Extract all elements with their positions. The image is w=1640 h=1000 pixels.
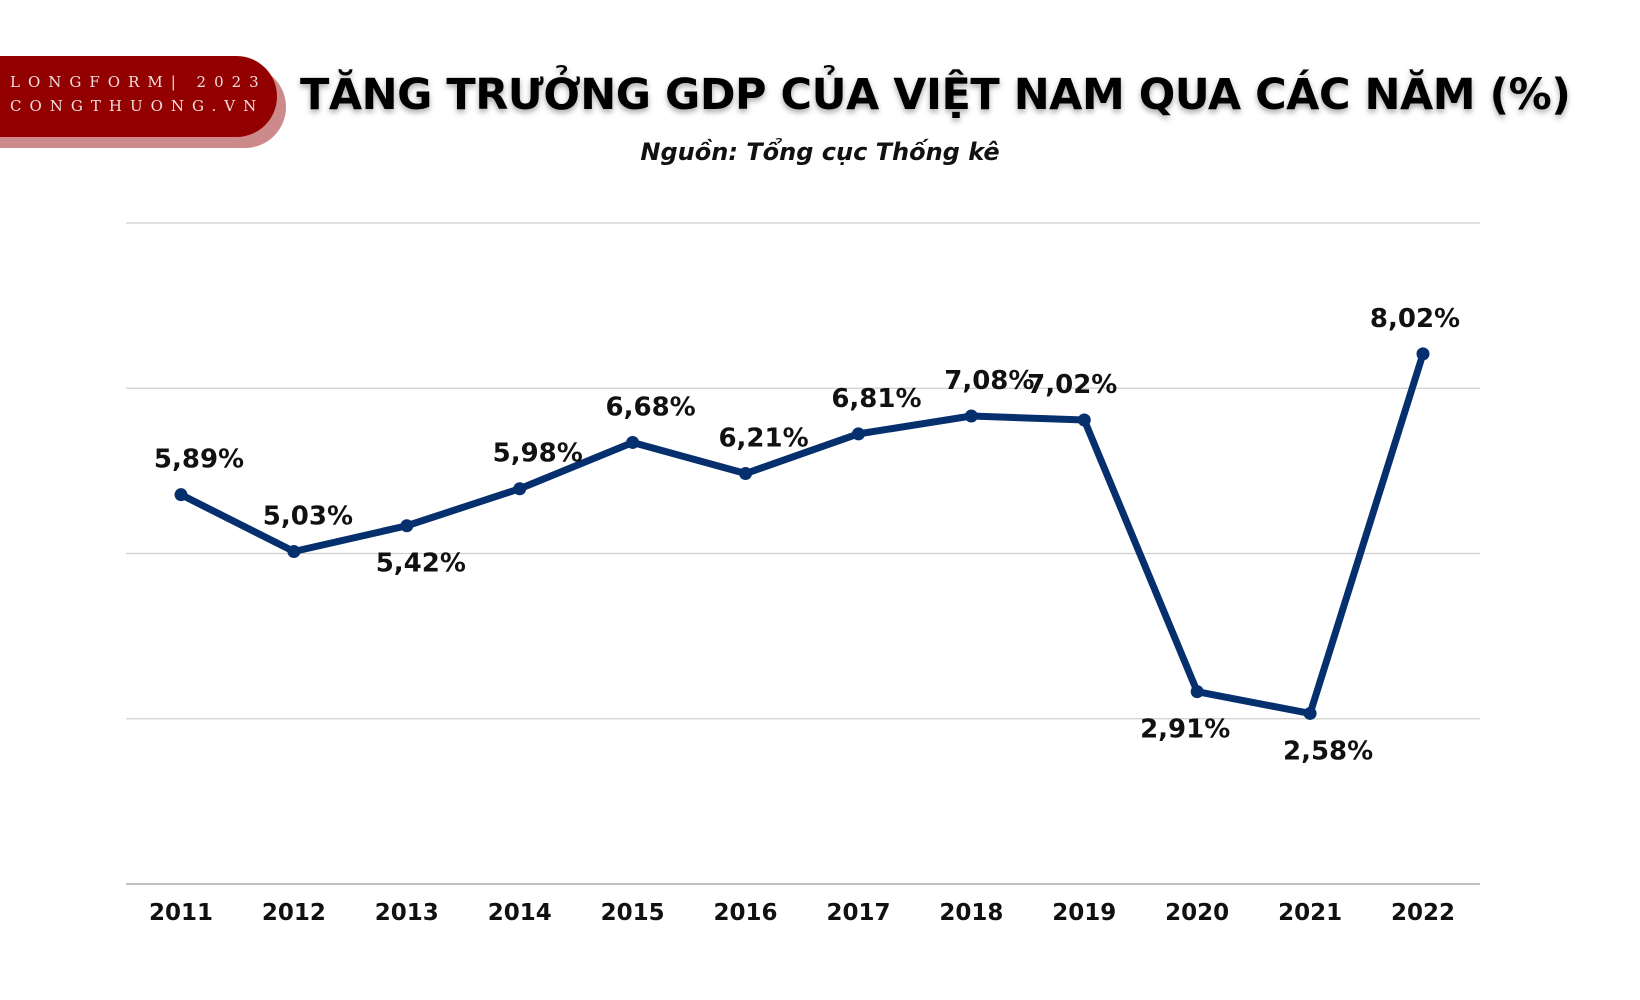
data-point	[851, 427, 865, 441]
data-point	[1077, 413, 1091, 427]
x-tick-label: 2015	[601, 900, 665, 926]
data-label: 5,89%	[154, 445, 244, 475]
x-tick-label: 2017	[826, 900, 890, 926]
data-label: 7,08%	[944, 366, 1034, 396]
series-line	[177, 350, 1427, 717]
data-point	[1190, 685, 1204, 699]
x-tick-label: 2021	[1278, 900, 1342, 926]
logo-line2: CONGTHUONG.VN	[10, 97, 265, 115]
data-point	[739, 467, 753, 481]
data-label: 2,58%	[1283, 736, 1373, 766]
data-label: 7,02%	[1027, 370, 1117, 400]
x-tick-label: 2020	[1165, 900, 1229, 926]
data-label: 6,68%	[606, 392, 696, 422]
data-label: 6,21%	[718, 424, 808, 454]
logo-badge: LONGFORM| 2023 CONGTHUONG.VN	[0, 56, 277, 137]
x-tick-label: 2022	[1391, 900, 1455, 926]
x-tick-label: 2019	[1052, 900, 1116, 926]
x-tick-label: 2014	[488, 900, 552, 926]
x-tick-label: 2016	[714, 900, 778, 926]
x-tick-label: 2018	[939, 900, 1003, 926]
data-label: 5,03%	[263, 502, 353, 532]
data-label: 6,81%	[831, 384, 921, 414]
data-point	[287, 545, 301, 559]
x-tick-label: 2013	[375, 900, 439, 926]
data-point	[626, 435, 640, 449]
chart-title: TĂNG TRƯỞNG GDP CỦA VIỆT NAM QUA CÁC NĂM…	[300, 70, 1571, 120]
x-tick-label: 2012	[262, 900, 326, 926]
data-point	[1416, 347, 1430, 361]
data-point	[174, 488, 188, 502]
data-point	[400, 519, 414, 533]
data-label: 8,02%	[1370, 304, 1460, 334]
chart-subtitle: Nguồn: Tổng cục Thống kê	[640, 138, 1000, 166]
logo-line1: LONGFORM| 2023	[10, 73, 267, 91]
data-label: 5,98%	[493, 439, 583, 469]
data-point	[1303, 706, 1317, 720]
data-label: 5,42%	[376, 549, 466, 579]
data-point	[964, 409, 978, 423]
x-tick-label: 2011	[149, 900, 213, 926]
data-point	[513, 482, 527, 496]
data-label: 2,91%	[1140, 715, 1230, 745]
